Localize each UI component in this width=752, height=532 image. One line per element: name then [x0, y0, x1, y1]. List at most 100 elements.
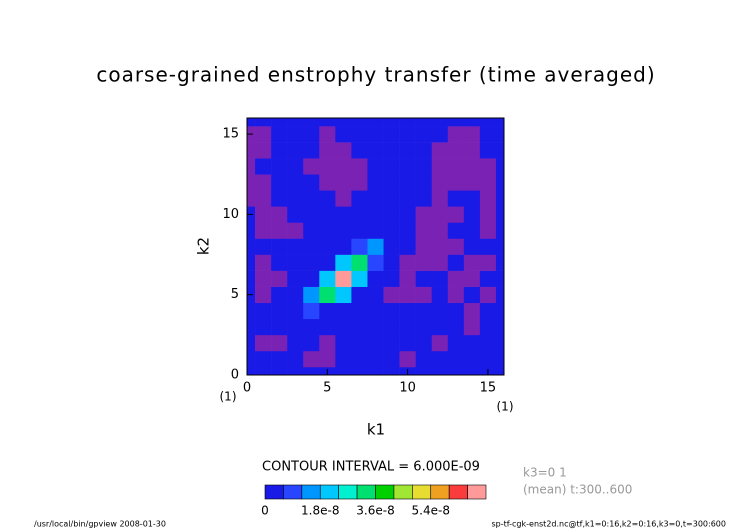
cell [415, 206, 433, 223]
cell [463, 366, 481, 376]
cell [367, 222, 384, 239]
cell [351, 158, 368, 175]
cell [351, 286, 368, 304]
cell [431, 118, 449, 127]
cell [383, 254, 400, 271]
cell [431, 254, 449, 271]
cell [383, 126, 400, 143]
cell [351, 126, 368, 143]
cell [319, 222, 336, 239]
cell [479, 286, 497, 304]
cell [271, 350, 288, 368]
cell [255, 238, 272, 255]
cell [351, 118, 368, 127]
cell [303, 206, 320, 223]
cell [399, 158, 416, 175]
cell [335, 286, 352, 304]
cell [271, 366, 288, 376]
cell [303, 190, 320, 207]
cell [383, 206, 400, 223]
cell [495, 302, 505, 320]
cell [319, 174, 336, 191]
cell [399, 302, 416, 320]
cell [351, 350, 368, 368]
cell [383, 158, 400, 175]
cell [495, 286, 505, 304]
cell [255, 206, 272, 223]
cell [303, 366, 320, 376]
cell [271, 142, 288, 159]
cell [463, 254, 481, 271]
cell [367, 158, 384, 175]
cell [415, 350, 433, 368]
cell [495, 238, 505, 255]
cell [431, 206, 449, 223]
cell [351, 174, 368, 191]
cell [335, 334, 352, 352]
cell [335, 206, 352, 223]
x-tick-label: 5 [323, 381, 331, 396]
cell [335, 254, 352, 271]
colorbar-label: 0 [261, 504, 269, 518]
cell [367, 126, 384, 143]
cell [479, 254, 497, 271]
cell [415, 238, 433, 255]
cell [287, 254, 304, 271]
cell [495, 254, 505, 271]
cell [463, 118, 481, 127]
cell [367, 366, 384, 376]
cell [247, 142, 256, 159]
colorbar-label: 1.8e-8 [301, 504, 339, 518]
cell [351, 222, 368, 239]
cell [335, 318, 352, 336]
cell [463, 206, 481, 223]
cell [367, 334, 384, 352]
info-line: k3=0 1 [523, 466, 567, 480]
cell [335, 190, 352, 207]
cell [447, 238, 465, 255]
cell [271, 318, 288, 336]
colorbar-box [375, 484, 395, 500]
colorbar-box [319, 484, 339, 500]
cell [255, 158, 272, 175]
cell [255, 270, 272, 287]
cell [431, 126, 449, 143]
cell [463, 238, 481, 255]
cell [287, 174, 304, 191]
cell [383, 334, 400, 352]
colorbar-box [283, 484, 303, 500]
cell [247, 270, 256, 287]
cell [247, 222, 256, 239]
cell [495, 126, 505, 143]
cell [495, 366, 505, 376]
cell [367, 302, 384, 320]
cell [303, 126, 320, 143]
cell [255, 118, 272, 127]
cell [335, 302, 352, 320]
cell [271, 118, 288, 127]
cell [431, 286, 449, 304]
cell [319, 206, 336, 223]
cell [351, 254, 368, 271]
cell [479, 118, 497, 127]
cell [335, 366, 352, 376]
cell [447, 366, 465, 376]
x-unit: (1) [497, 400, 514, 414]
cell [303, 286, 320, 304]
cell [383, 222, 400, 239]
cell [367, 238, 384, 255]
cell [319, 126, 336, 143]
cell [415, 126, 433, 143]
y-axis-label: k2 [195, 237, 213, 255]
cell [271, 222, 288, 239]
cell [447, 350, 465, 368]
cell [335, 350, 352, 368]
cell [247, 318, 256, 336]
cell [247, 190, 256, 207]
cell [383, 190, 400, 207]
cell [399, 142, 416, 159]
cell [463, 318, 481, 336]
cell [255, 302, 272, 320]
cell [255, 254, 272, 271]
cell [399, 318, 416, 336]
